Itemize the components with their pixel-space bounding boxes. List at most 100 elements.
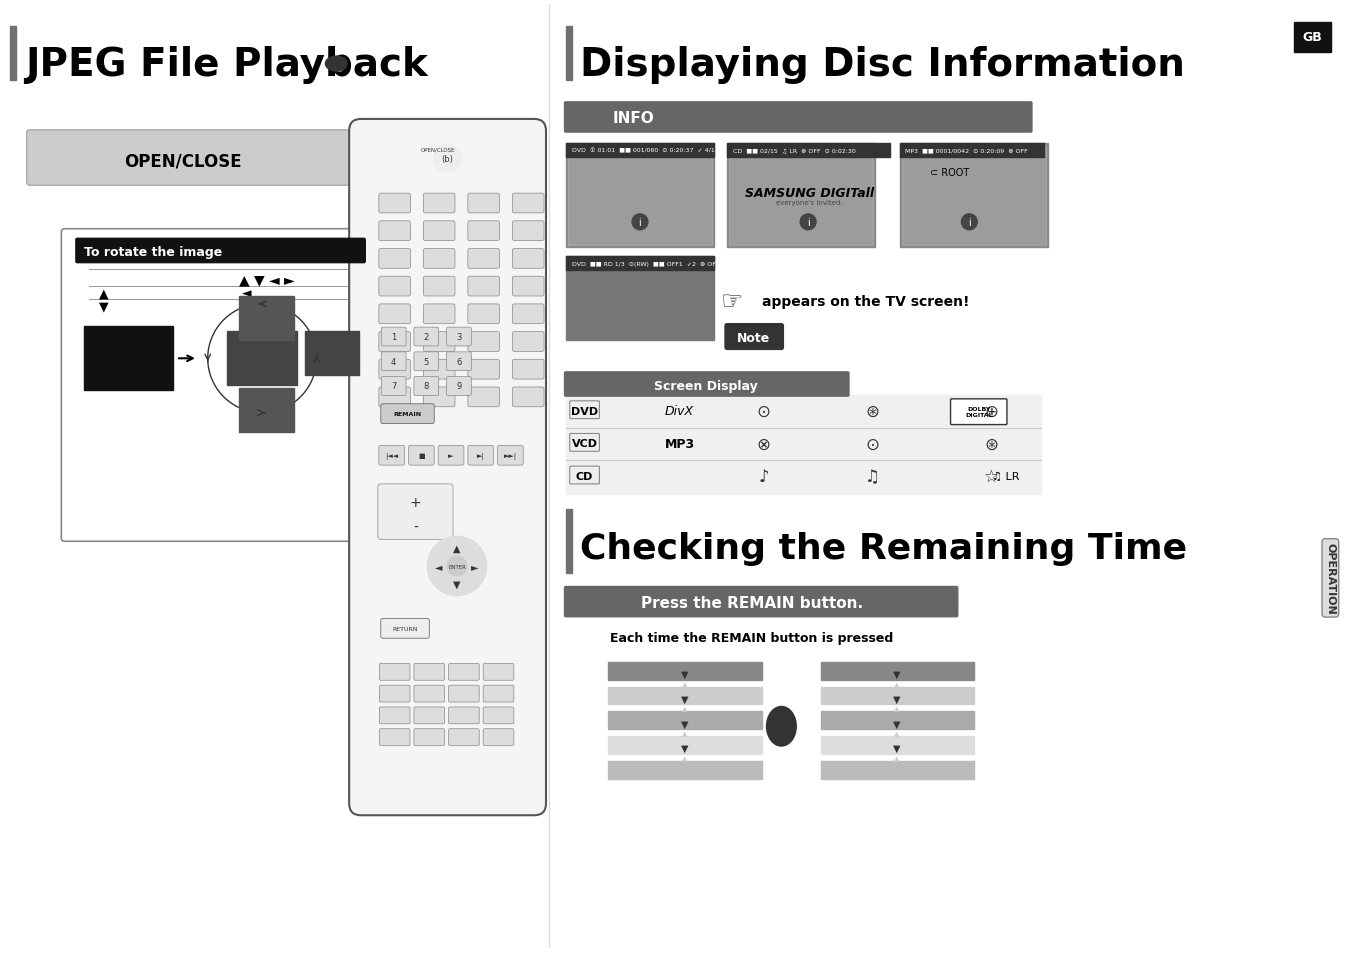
FancyBboxPatch shape	[413, 729, 444, 746]
FancyBboxPatch shape	[512, 388, 544, 407]
Text: -: -	[413, 520, 417, 534]
Text: 7: 7	[390, 382, 396, 391]
Bar	[727, 144, 875, 247]
FancyBboxPatch shape	[381, 618, 430, 639]
FancyBboxPatch shape	[413, 328, 439, 347]
Bar	[308, 335, 355, 372]
Circle shape	[434, 146, 462, 173]
FancyBboxPatch shape	[447, 377, 471, 395]
FancyBboxPatch shape	[570, 434, 600, 452]
FancyBboxPatch shape	[449, 685, 480, 702]
FancyBboxPatch shape	[570, 467, 600, 484]
Bar	[608, 761, 762, 779]
Text: i: i	[807, 217, 809, 228]
FancyBboxPatch shape	[484, 663, 513, 680]
Bar	[232, 335, 292, 381]
FancyBboxPatch shape	[449, 729, 480, 746]
FancyBboxPatch shape	[447, 328, 471, 347]
FancyBboxPatch shape	[438, 446, 463, 466]
Text: ▲: ▲	[894, 681, 900, 687]
Bar	[566, 27, 571, 81]
Bar	[608, 737, 762, 754]
Text: ◄: ◄	[242, 287, 251, 300]
Text: i: i	[967, 217, 971, 228]
Bar	[608, 662, 762, 680]
Bar	[902, 146, 1047, 245]
Text: Each time the REMAIN button is pressed: Each time the REMAIN button is pressed	[611, 631, 893, 644]
Text: 3: 3	[457, 333, 462, 342]
FancyBboxPatch shape	[423, 222, 455, 241]
Text: ♪: ♪	[758, 468, 769, 485]
Text: ☆: ☆	[984, 468, 998, 485]
FancyBboxPatch shape	[378, 446, 404, 466]
FancyBboxPatch shape	[467, 305, 500, 324]
FancyBboxPatch shape	[423, 360, 455, 379]
Bar	[243, 393, 290, 429]
Text: ▼: ▼	[893, 694, 901, 704]
Text: ◄: ◄	[435, 561, 443, 572]
Text: DOLBY
DIGITAL: DOLBY DIGITAL	[966, 407, 993, 417]
Text: |◄◄: |◄◄	[385, 453, 399, 459]
Bar	[730, 146, 873, 245]
Text: DVD: DVD	[571, 406, 598, 416]
Text: 4: 4	[390, 357, 396, 366]
Text: ▲: ▲	[894, 706, 900, 712]
Text: ▲: ▲	[682, 706, 688, 712]
FancyBboxPatch shape	[423, 388, 455, 407]
Bar	[239, 389, 293, 433]
Text: ⊂ ROOT: ⊂ ROOT	[929, 168, 969, 178]
FancyBboxPatch shape	[449, 663, 480, 680]
FancyBboxPatch shape	[378, 484, 453, 539]
FancyBboxPatch shape	[563, 102, 1032, 133]
FancyBboxPatch shape	[380, 685, 409, 702]
Text: ▼: ▼	[893, 719, 901, 728]
FancyBboxPatch shape	[512, 305, 544, 324]
FancyBboxPatch shape	[467, 360, 500, 379]
FancyBboxPatch shape	[467, 388, 500, 407]
FancyBboxPatch shape	[467, 193, 500, 213]
FancyBboxPatch shape	[447, 353, 471, 372]
FancyBboxPatch shape	[484, 707, 513, 724]
Bar	[243, 300, 290, 337]
FancyBboxPatch shape	[61, 230, 428, 541]
FancyBboxPatch shape	[380, 707, 409, 724]
Text: ▲: ▲	[453, 543, 461, 554]
Bar	[821, 712, 974, 729]
Circle shape	[962, 214, 977, 231]
Bar	[821, 761, 974, 779]
Bar	[567, 146, 712, 245]
FancyBboxPatch shape	[467, 250, 500, 269]
Text: OPERATION: OPERATION	[1325, 542, 1335, 614]
Circle shape	[632, 214, 648, 231]
Bar	[900, 144, 1043, 157]
Bar	[821, 662, 974, 680]
Text: ▼: ▼	[681, 719, 688, 728]
FancyBboxPatch shape	[725, 324, 784, 350]
FancyBboxPatch shape	[381, 328, 407, 347]
Text: ▼: ▼	[453, 579, 461, 589]
Bar	[608, 687, 762, 705]
FancyBboxPatch shape	[423, 250, 455, 269]
FancyBboxPatch shape	[484, 685, 513, 702]
Text: MP3: MP3	[665, 437, 694, 451]
Text: Checking the Remaining Time: Checking the Remaining Time	[580, 532, 1186, 566]
Bar	[227, 332, 297, 386]
FancyBboxPatch shape	[512, 277, 544, 296]
Text: ENTER: ENTER	[449, 564, 466, 569]
FancyBboxPatch shape	[408, 446, 434, 466]
FancyBboxPatch shape	[413, 707, 444, 724]
FancyBboxPatch shape	[413, 685, 444, 702]
Text: ►: ►	[471, 561, 478, 572]
FancyBboxPatch shape	[381, 353, 407, 372]
Circle shape	[447, 557, 467, 577]
FancyBboxPatch shape	[449, 707, 480, 724]
Bar	[821, 687, 974, 705]
Bar	[566, 257, 715, 341]
FancyBboxPatch shape	[27, 131, 359, 186]
Text: +: +	[409, 496, 422, 509]
Text: ▼: ▼	[681, 743, 688, 753]
Text: ⊙: ⊙	[757, 402, 770, 420]
Text: (b): (b)	[442, 154, 454, 164]
Text: 2: 2	[424, 333, 428, 342]
Text: GB: GB	[1302, 31, 1323, 44]
